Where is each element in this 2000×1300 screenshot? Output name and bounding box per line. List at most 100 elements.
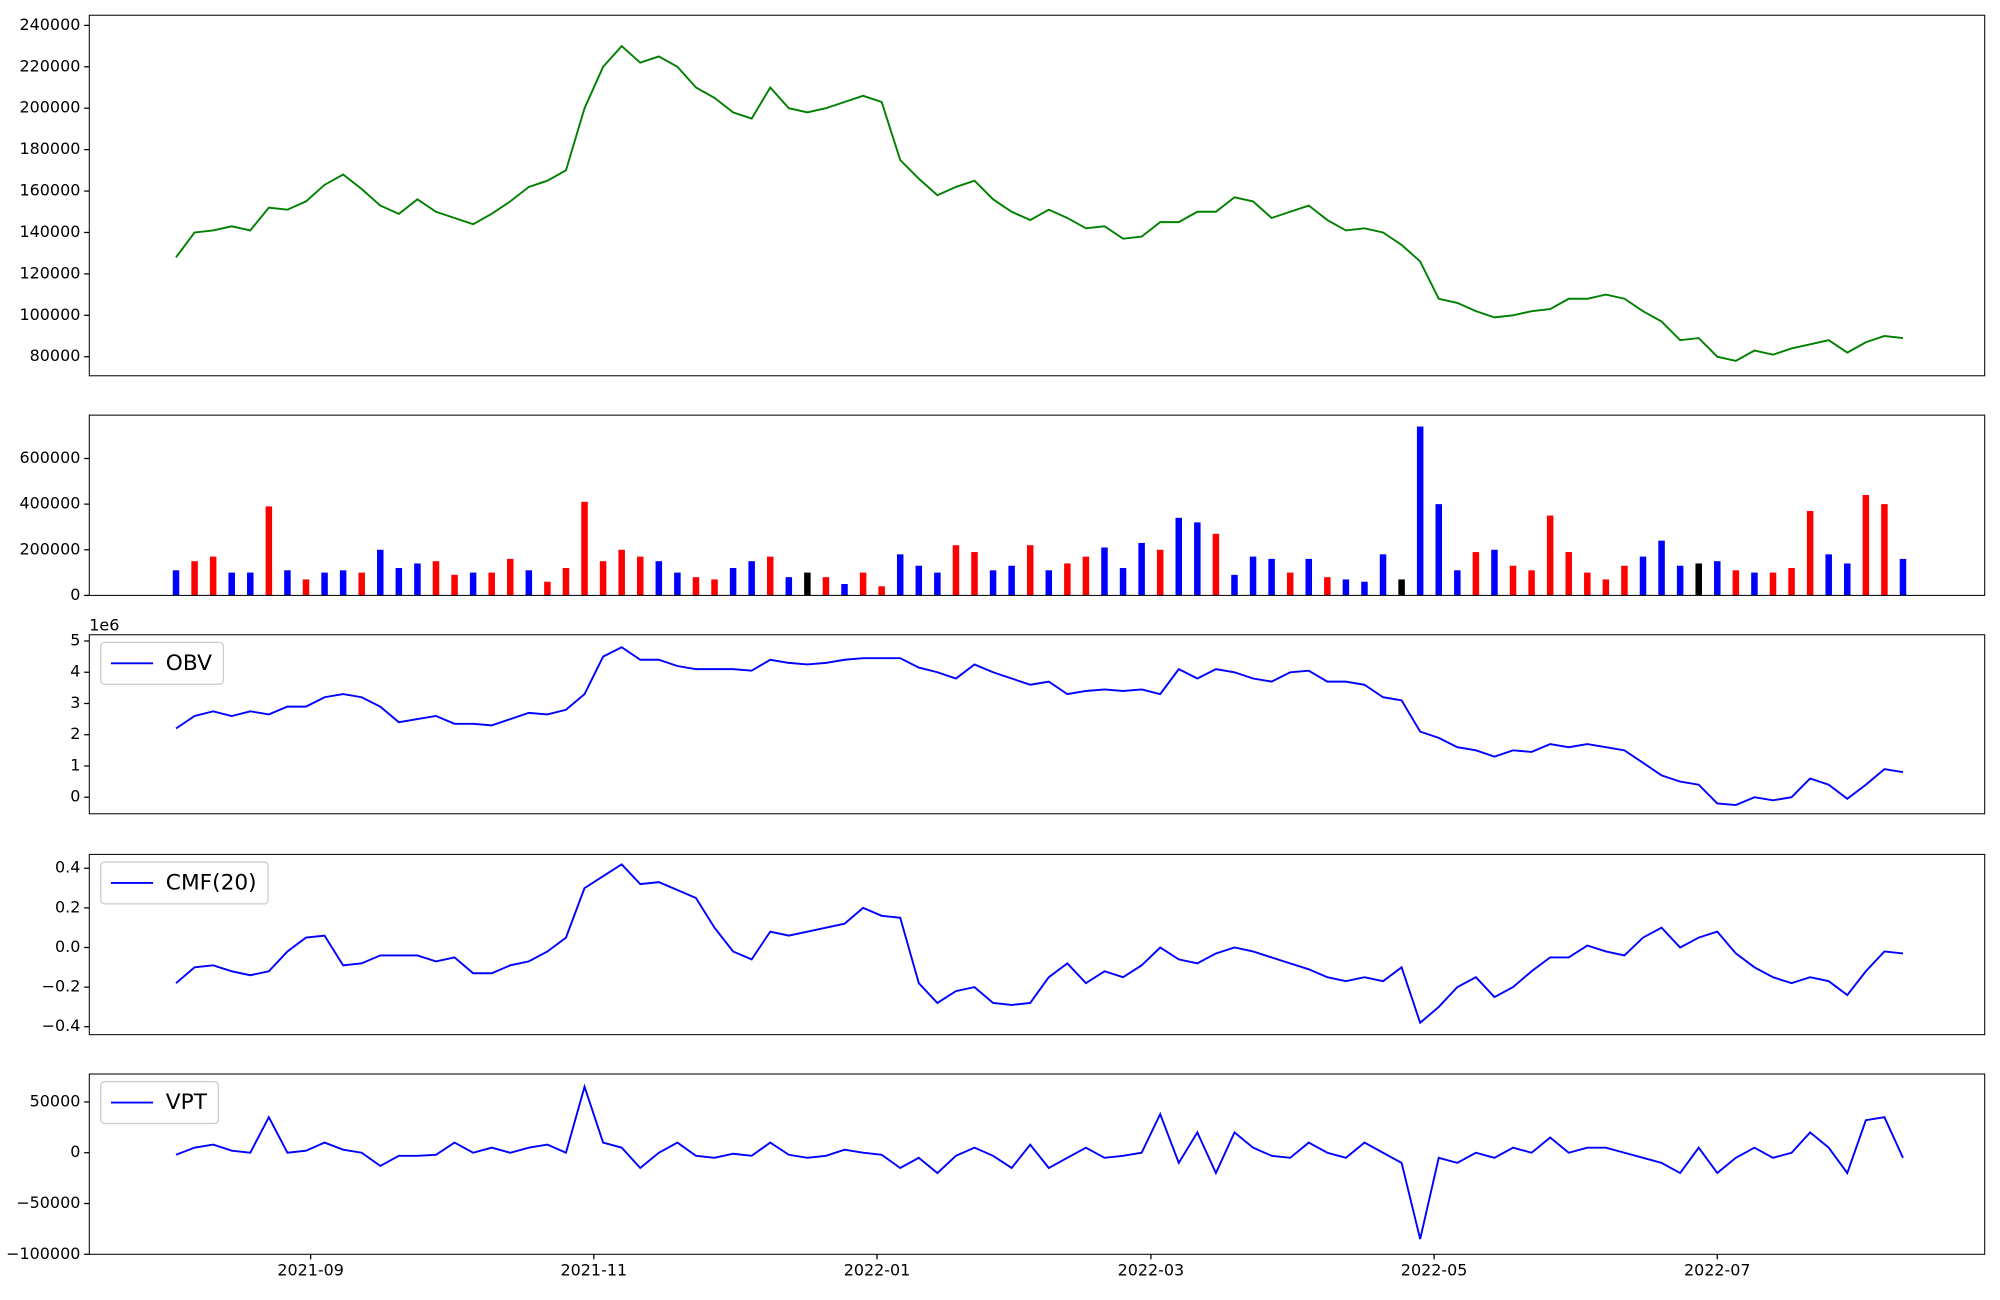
bar bbox=[1435, 504, 1442, 596]
y-tick-label: 80000 bbox=[30, 346, 81, 365]
bar bbox=[1398, 579, 1405, 596]
bar bbox=[989, 570, 997, 596]
bar bbox=[878, 586, 885, 596]
panel: 0 1 2 3 4 5 1e6 OBV bbox=[70, 615, 1986, 815]
axes-frame bbox=[88, 853, 1986, 1036]
y-tick-label: 160000 bbox=[20, 181, 81, 200]
bar bbox=[1454, 570, 1461, 596]
bar bbox=[1101, 547, 1108, 596]
bar bbox=[1881, 504, 1888, 596]
bar bbox=[1361, 581, 1368, 596]
y-tick-label: 180000 bbox=[20, 139, 81, 158]
bar bbox=[1769, 572, 1777, 596]
legend: CMF(20) bbox=[100, 861, 269, 905]
bar bbox=[618, 549, 625, 596]
y-tick-label: −100000 bbox=[6, 1244, 80, 1263]
panel: 0 200000 400000 600000 bbox=[20, 414, 1986, 604]
y-tick-label: −50000 bbox=[16, 1193, 80, 1212]
bar bbox=[1546, 515, 1554, 596]
bar bbox=[655, 561, 663, 596]
series-line bbox=[175, 863, 1904, 1025]
y-tick-label: 220000 bbox=[20, 56, 81, 75]
legend-box bbox=[100, 861, 269, 905]
legend-box bbox=[100, 641, 225, 685]
bar bbox=[1119, 568, 1127, 596]
bar bbox=[451, 574, 458, 596]
bar bbox=[934, 572, 941, 596]
y-tick-label: 120000 bbox=[20, 263, 81, 282]
bar bbox=[469, 572, 477, 596]
bar bbox=[1565, 552, 1572, 596]
offset-label: 1e6 bbox=[89, 615, 119, 634]
bar bbox=[1732, 570, 1740, 596]
bar bbox=[1082, 556, 1090, 596]
bar bbox=[636, 556, 644, 596]
x-tick-label: 2022-01 bbox=[844, 1260, 911, 1279]
bar bbox=[1416, 426, 1424, 596]
bar bbox=[599, 561, 607, 596]
axes-frame bbox=[88, 634, 1986, 815]
panel: −100000 −50000 0 50000 2021-09 2021-11 2022-01… bbox=[6, 1073, 1986, 1279]
axes-frame bbox=[88, 14, 1986, 377]
bar bbox=[915, 565, 923, 596]
bar bbox=[1175, 517, 1183, 596]
bar bbox=[172, 570, 180, 596]
y-tick-label: 2 bbox=[70, 724, 80, 743]
bar bbox=[1509, 565, 1517, 596]
bar bbox=[358, 572, 365, 596]
bar bbox=[971, 552, 978, 596]
y-tick-label: 600000 bbox=[20, 448, 81, 467]
panel: −0.4 −0.2 0.0 0.2 0.4 CMF(20) bbox=[42, 853, 1986, 1036]
bar bbox=[1639, 556, 1647, 596]
bar bbox=[1658, 540, 1665, 596]
bar bbox=[804, 572, 811, 596]
bar bbox=[544, 581, 551, 596]
y-tick-label: 0 bbox=[70, 1142, 80, 1161]
bar bbox=[896, 554, 904, 596]
x-tick-label: 2022-07 bbox=[1684, 1260, 1751, 1279]
bar bbox=[1621, 565, 1628, 596]
legend-label: VPT bbox=[166, 1090, 208, 1115]
y-tick-label: 200000 bbox=[20, 539, 81, 558]
bar bbox=[1899, 558, 1907, 596]
bar bbox=[822, 577, 830, 596]
bar bbox=[1825, 554, 1832, 596]
bar bbox=[1862, 495, 1870, 596]
bar bbox=[1286, 572, 1294, 596]
bar bbox=[952, 545, 960, 596]
bar bbox=[1788, 568, 1795, 596]
bar bbox=[284, 570, 291, 596]
y-tick-label: 1 bbox=[70, 755, 80, 774]
bar bbox=[692, 577, 700, 596]
y-tick-label: 100000 bbox=[20, 305, 81, 324]
bar bbox=[1379, 554, 1387, 596]
bar bbox=[488, 572, 495, 596]
y-tick-label: 4 bbox=[70, 662, 80, 681]
x-tick-label: 2021-09 bbox=[277, 1260, 344, 1279]
x-tick-label: 2022-05 bbox=[1401, 1260, 1468, 1279]
bar bbox=[321, 572, 328, 596]
y-tick-label: 0 bbox=[70, 787, 80, 806]
bar bbox=[1249, 556, 1257, 596]
panel: 80000 100000 120000 140000 160000 180000 20000… bbox=[20, 14, 1986, 377]
series-line bbox=[175, 646, 1904, 806]
bar bbox=[507, 558, 514, 596]
bar bbox=[674, 572, 681, 596]
bar bbox=[581, 501, 588, 596]
bar bbox=[1268, 558, 1275, 596]
bar bbox=[1045, 570, 1053, 596]
y-tick-label: 3 bbox=[70, 693, 80, 712]
bar bbox=[785, 577, 793, 596]
bar bbox=[377, 549, 384, 596]
bar bbox=[1305, 558, 1313, 596]
bar bbox=[1714, 561, 1721, 596]
bar bbox=[339, 570, 347, 596]
bar bbox=[209, 556, 217, 596]
y-tick-label: 0 bbox=[70, 585, 80, 604]
bar bbox=[859, 572, 867, 596]
legend-box bbox=[100, 1081, 220, 1125]
bar bbox=[1156, 549, 1164, 596]
legend-label: CMF(20) bbox=[166, 871, 257, 896]
series-line bbox=[175, 1083, 1904, 1240]
